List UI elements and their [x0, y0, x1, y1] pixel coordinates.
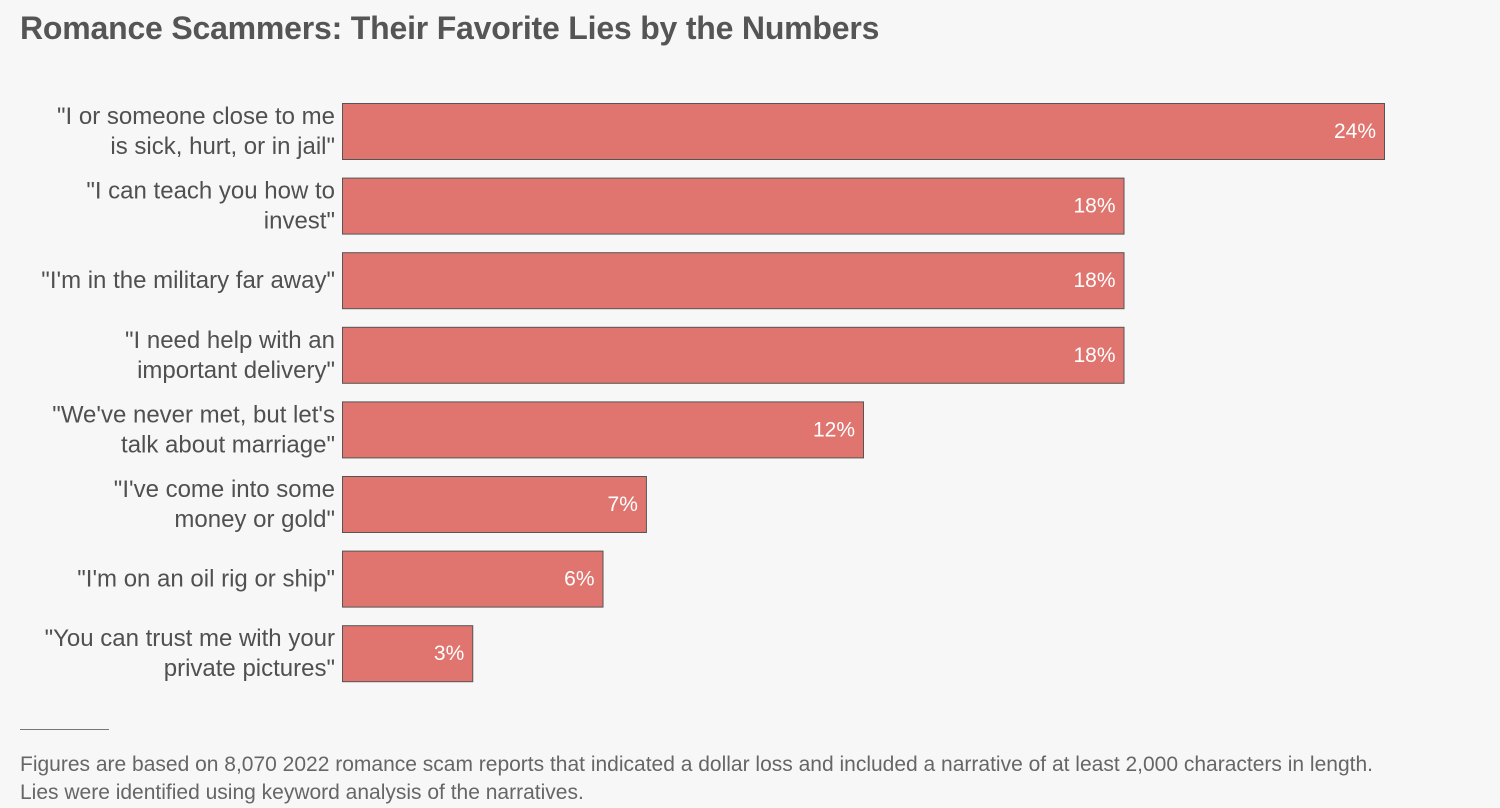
category-label-line: "You can trust me with your	[45, 625, 335, 652]
category-label-line: talk about marriage"	[121, 431, 335, 458]
bar	[342, 476, 647, 533]
category-label: "I can teach you how to invest"	[86, 178, 335, 235]
bar-value-label: 18%	[1073, 195, 1115, 218]
bar-row: 12% "We've never met, but let's talk about…	[52, 401, 864, 459]
footnote-line-1: Figures are based on 8,070 2022 romance …	[20, 753, 1373, 776]
bar-chart: 24% "I or someone close to me is sick, hur…	[41, 103, 1385, 683]
bar	[342, 103, 1385, 160]
bar-row: 24% "I or someone close to me is sick, hur…	[57, 103, 1385, 160]
category-label-line: "I'm in the military far away"	[41, 267, 335, 294]
bar-value-label: 18%	[1073, 269, 1115, 292]
chart-title: Romance Scammers: Their Favorite Lies by…	[20, 10, 880, 46]
bar-value-label: 3%	[434, 642, 464, 665]
category-label: "I'm on an oil rig or ship"	[77, 566, 335, 593]
bar-value-label: 12%	[813, 418, 855, 441]
bar-value-label: 24%	[1334, 120, 1376, 143]
bar	[342, 550, 604, 608]
category-label: "I or someone close to me is sick, hurt, …	[57, 103, 335, 160]
bar-value-label: 6%	[564, 568, 594, 591]
category-label: "You can trust me with your private pictu…	[45, 625, 335, 682]
category-label-line: "I or someone close to me	[57, 103, 335, 130]
bar	[342, 252, 1125, 310]
category-label-line: "I need help with an	[125, 327, 335, 354]
category-label-line: "I'm on an oil rig or ship"	[77, 566, 335, 593]
bar-row: 6% "I'm on an oil rig or ship"	[77, 550, 604, 608]
category-label-line: money or gold"	[174, 506, 335, 533]
bar	[342, 625, 474, 683]
category-label-line: is sick, hurt, or in jail"	[110, 133, 335, 160]
footnote-divider	[20, 729, 109, 730]
bar-row: 18% "I need help with an important deliver…	[125, 326, 1125, 384]
category-label: "I'm in the military far away"	[41, 267, 335, 294]
category-label-line: "I've come into some	[114, 476, 335, 503]
bar-value-label: 18%	[1073, 344, 1115, 367]
bar-row: 18% "I'm in the military far away"	[41, 252, 1125, 310]
footnote-line-2: Lies were identified using keyword analy…	[20, 781, 584, 804]
bar	[342, 326, 1125, 384]
category-label-line: important delivery"	[137, 357, 335, 384]
bar	[342, 177, 1125, 235]
category-label: "I need help with an important delivery"	[125, 327, 335, 384]
category-label: "We've never met, but let's talk about ma…	[52, 401, 335, 458]
bar	[342, 401, 864, 459]
category-label-line: "We've never met, but let's	[52, 401, 335, 428]
bar-row: 18% "I can teach you how to invest"	[86, 177, 1125, 235]
category-label-line: "I can teach you how to	[86, 178, 335, 205]
bar-row: 3% "You can trust me with your private pic…	[45, 625, 474, 683]
category-label-line: private pictures"	[164, 655, 335, 682]
category-label-line: invest"	[264, 208, 335, 235]
bar-value-label: 7%	[608, 493, 638, 516]
footnote: Figures are based on 8,070 2022 romance …	[20, 751, 1490, 807]
category-label: "I've come into some money or gold"	[114, 476, 335, 533]
bar-row: 7% "I've come into some money or gold"	[114, 476, 647, 533]
